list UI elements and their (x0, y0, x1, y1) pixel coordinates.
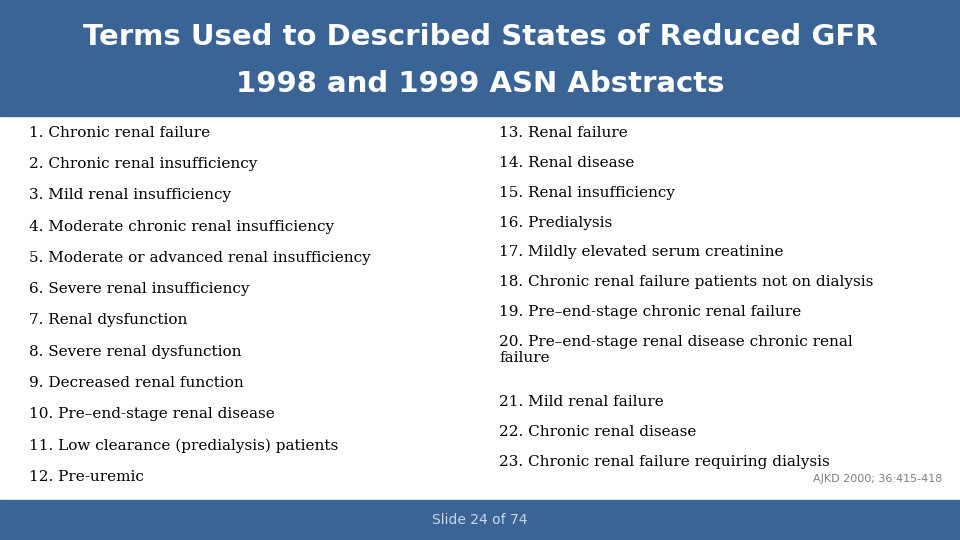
Text: 6. Severe renal insufficiency: 6. Severe renal insufficiency (29, 282, 250, 296)
Text: 14. Renal disease: 14. Renal disease (499, 156, 635, 170)
Text: 19. Pre–end-stage chronic renal failure: 19. Pre–end-stage chronic renal failure (499, 305, 802, 319)
Text: 4. Moderate chronic renal insufficiency: 4. Moderate chronic renal insufficiency (29, 220, 334, 234)
Text: 7. Renal dysfunction: 7. Renal dysfunction (29, 313, 187, 327)
Text: 16. Predialysis: 16. Predialysis (499, 215, 612, 230)
Text: 1. Chronic renal failure: 1. Chronic renal failure (29, 126, 210, 140)
Text: 21. Mild renal failure: 21. Mild renal failure (499, 395, 664, 409)
Text: 2. Chronic renal insufficiency: 2. Chronic renal insufficiency (29, 157, 257, 171)
Text: 13. Renal failure: 13. Renal failure (499, 126, 628, 140)
Text: Slide 24 of 74: Slide 24 of 74 (432, 513, 528, 526)
Text: 9. Decreased renal function: 9. Decreased renal function (29, 376, 244, 390)
Text: 10. Pre–end-stage renal disease: 10. Pre–end-stage renal disease (29, 407, 275, 421)
Text: 20. Pre–end-stage renal disease chronic renal
failure: 20. Pre–end-stage renal disease chronic … (499, 335, 852, 366)
Text: 23. Chronic renal failure requiring dialysis: 23. Chronic renal failure requiring dial… (499, 455, 830, 469)
Text: 15. Renal insufficiency: 15. Renal insufficiency (499, 186, 675, 200)
Text: 8. Severe renal dysfunction: 8. Severe renal dysfunction (29, 345, 241, 359)
Text: 1998 and 1999 ASN Abstracts: 1998 and 1999 ASN Abstracts (236, 70, 724, 98)
Text: 18. Chronic renal failure patients not on dialysis: 18. Chronic renal failure patients not o… (499, 275, 874, 289)
Text: AJKD 2000; 36:415-418: AJKD 2000; 36:415-418 (813, 474, 943, 484)
Text: 22. Chronic renal disease: 22. Chronic renal disease (499, 425, 697, 439)
Text: 5. Moderate or advanced renal insufficiency: 5. Moderate or advanced renal insufficie… (29, 251, 371, 265)
Text: 3. Mild renal insufficiency: 3. Mild renal insufficiency (29, 188, 231, 202)
Text: Terms Used to Described States of Reduced GFR: Terms Used to Described States of Reduce… (83, 23, 877, 51)
Text: 11. Low clearance (predialysis) patients: 11. Low clearance (predialysis) patients (29, 438, 338, 453)
Text: 12. Pre-uremic: 12. Pre-uremic (29, 470, 144, 484)
Text: 17. Mildly elevated serum creatinine: 17. Mildly elevated serum creatinine (499, 246, 783, 259)
